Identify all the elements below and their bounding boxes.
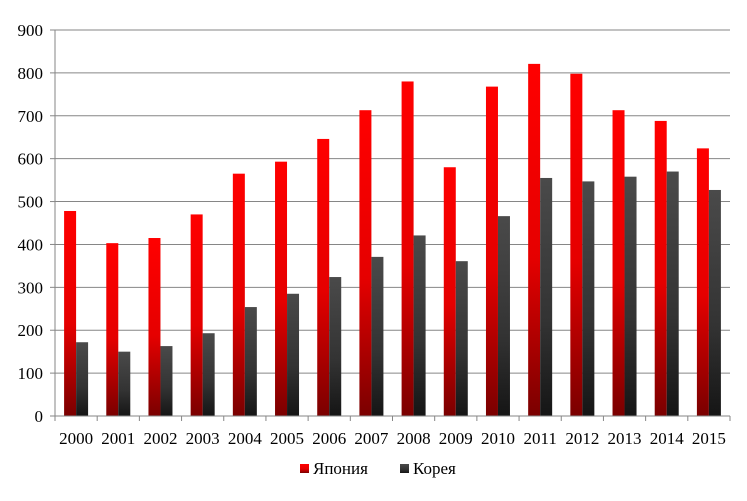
y-tick-label-100: 100 <box>18 364 44 383</box>
legend: Япония Корея <box>300 459 456 478</box>
y-tick-label-400: 400 <box>18 235 44 254</box>
bar-korea-2014 <box>666 171 679 416</box>
bar-japan-2002 <box>148 238 161 416</box>
bar-japan-2004 <box>232 173 245 416</box>
y-tick-label-800: 800 <box>18 64 44 83</box>
x-tick-label-2015: 2015 <box>692 429 726 448</box>
y-tick-label-600: 600 <box>18 150 44 169</box>
x-tick-label-2000: 2000 <box>59 429 93 448</box>
x-tick-label-2009: 2009 <box>439 429 473 448</box>
bar-japan-2000 <box>64 210 77 416</box>
bar-korea-2001 <box>118 351 131 416</box>
x-tick-label-2014: 2014 <box>650 429 685 448</box>
bar-japan-2001 <box>106 243 119 416</box>
x-tick-label-2002: 2002 <box>143 429 177 448</box>
bar-japan-2013 <box>612 110 625 417</box>
bars <box>64 63 721 417</box>
bar-korea-2012 <box>582 181 595 416</box>
y-tick-label-900: 900 <box>18 21 44 40</box>
x-tick-label-2011: 2011 <box>523 429 556 448</box>
x-axis-ticks: 2000 2001 2002 2003 2004 2005 2006 2007 2008 2009… <box>54 416 731 448</box>
bar-korea-2007 <box>371 256 384 416</box>
x-tick-label-2004: 2004 <box>228 429 263 448</box>
legend-label-korea: Корея <box>413 459 456 478</box>
bar-korea-2000 <box>76 342 89 416</box>
x-tick-label-2007: 2007 <box>354 429 389 448</box>
bar-japan-2008 <box>401 81 414 416</box>
x-tick-label-2010: 2010 <box>481 429 515 448</box>
bar-korea-2011 <box>540 177 553 416</box>
bar-korea-2009 <box>455 261 468 416</box>
bar-korea-2003 <box>202 333 215 416</box>
x-tick-label-2008: 2008 <box>397 429 431 448</box>
bar-japan-2011 <box>528 63 541 416</box>
x-tick-label-2003: 2003 <box>186 429 220 448</box>
bar-korea-2013 <box>624 176 637 416</box>
bar-japan-2003 <box>190 214 203 416</box>
legend-label-japan: Япония <box>313 459 368 478</box>
x-tick-label-2005: 2005 <box>270 429 304 448</box>
bar-japan-2014 <box>654 120 667 417</box>
bar-korea-2006 <box>329 277 342 416</box>
y-tick-label-300: 300 <box>18 278 44 297</box>
y-tick-label-200: 200 <box>18 321 44 340</box>
y-tick-label-700: 700 <box>18 107 44 126</box>
bar-japan-2005 <box>275 161 288 416</box>
bar-korea-2008 <box>413 235 426 416</box>
bar-japan-2006 <box>317 138 330 416</box>
y-tick-label-500: 500 <box>18 193 44 212</box>
x-tick-label-2013: 2013 <box>608 429 642 448</box>
bar-korea-2005 <box>287 293 300 416</box>
bar-korea-2010 <box>497 216 510 416</box>
x-tick-label-2006: 2006 <box>312 429 346 448</box>
legend-swatch-korea <box>400 464 409 473</box>
bar-japan-2007 <box>359 110 372 417</box>
bar-korea-2002 <box>160 346 173 416</box>
bar-japan-2015 <box>696 148 709 416</box>
bar-japan-2009 <box>443 167 456 416</box>
bar-korea-2004 <box>244 307 257 416</box>
bar-japan-2012 <box>570 73 583 416</box>
x-tick-label-2001: 2001 <box>101 429 135 448</box>
bar-japan-2010 <box>485 86 498 416</box>
y-tick-label-0: 0 <box>35 407 44 426</box>
x-tick-label-2012: 2012 <box>565 429 599 448</box>
y-axis-ticks: 0 100 200 300 400 500 600 700 800 900 <box>18 21 55 426</box>
legend-swatch-japan <box>300 464 309 473</box>
bar-korea-2015 <box>708 189 721 416</box>
